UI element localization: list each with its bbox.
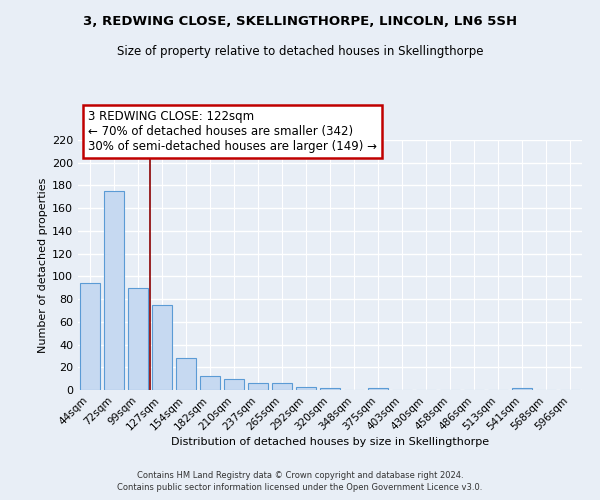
Bar bbox=[248, 383, 268, 390]
Bar bbox=[320, 388, 340, 390]
Bar bbox=[80, 283, 100, 390]
Bar bbox=[512, 388, 532, 390]
Bar bbox=[224, 378, 244, 390]
Bar bbox=[176, 358, 196, 390]
Bar bbox=[152, 305, 172, 390]
Bar bbox=[296, 386, 316, 390]
Y-axis label: Number of detached properties: Number of detached properties bbox=[38, 178, 48, 352]
Bar bbox=[272, 383, 292, 390]
Text: Contains public sector information licensed under the Open Government Licence v3: Contains public sector information licen… bbox=[118, 484, 482, 492]
Bar bbox=[104, 191, 124, 390]
Bar bbox=[128, 288, 148, 390]
Bar bbox=[200, 376, 220, 390]
Text: 3, REDWING CLOSE, SKELLINGTHORPE, LINCOLN, LN6 5SH: 3, REDWING CLOSE, SKELLINGTHORPE, LINCOL… bbox=[83, 15, 517, 28]
Text: Contains HM Land Registry data © Crown copyright and database right 2024.: Contains HM Land Registry data © Crown c… bbox=[137, 471, 463, 480]
X-axis label: Distribution of detached houses by size in Skellingthorpe: Distribution of detached houses by size … bbox=[171, 438, 489, 448]
Text: Size of property relative to detached houses in Skellingthorpe: Size of property relative to detached ho… bbox=[117, 45, 483, 58]
Text: 3 REDWING CLOSE: 122sqm
← 70% of detached houses are smaller (342)
30% of semi-d: 3 REDWING CLOSE: 122sqm ← 70% of detache… bbox=[88, 110, 377, 153]
Bar bbox=[368, 388, 388, 390]
